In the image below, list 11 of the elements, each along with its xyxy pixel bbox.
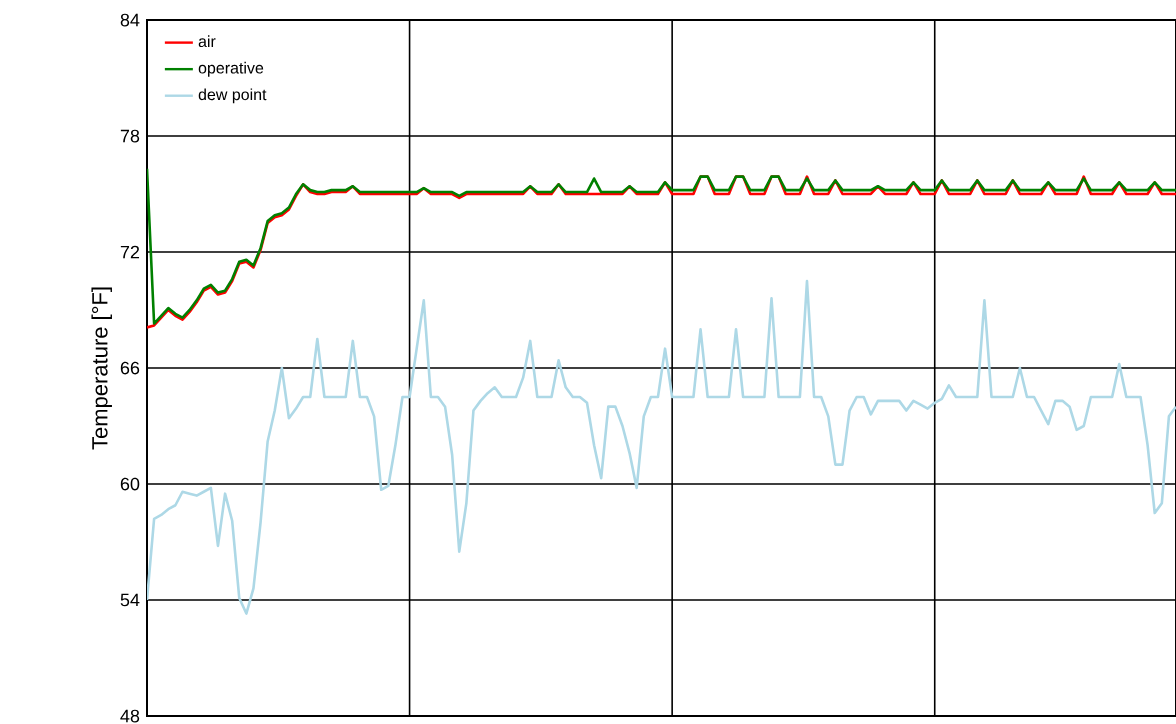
y-tick-label: 66 [120, 361, 140, 375]
y-tick-label: 48 [120, 709, 140, 723]
legend-label: dew point [198, 88, 267, 104]
y-tick-label: 72 [120, 245, 140, 259]
y-tick-label: 84 [120, 13, 140, 27]
y-axis-title: Temperature [°F] [91, 287, 112, 450]
y-tick-label: 60 [120, 477, 140, 491]
legend-label: air [198, 35, 216, 48]
y-tick-label: 54 [120, 593, 140, 607]
legend-label: operative [198, 61, 264, 77]
y-tick-label: 78 [120, 129, 140, 143]
